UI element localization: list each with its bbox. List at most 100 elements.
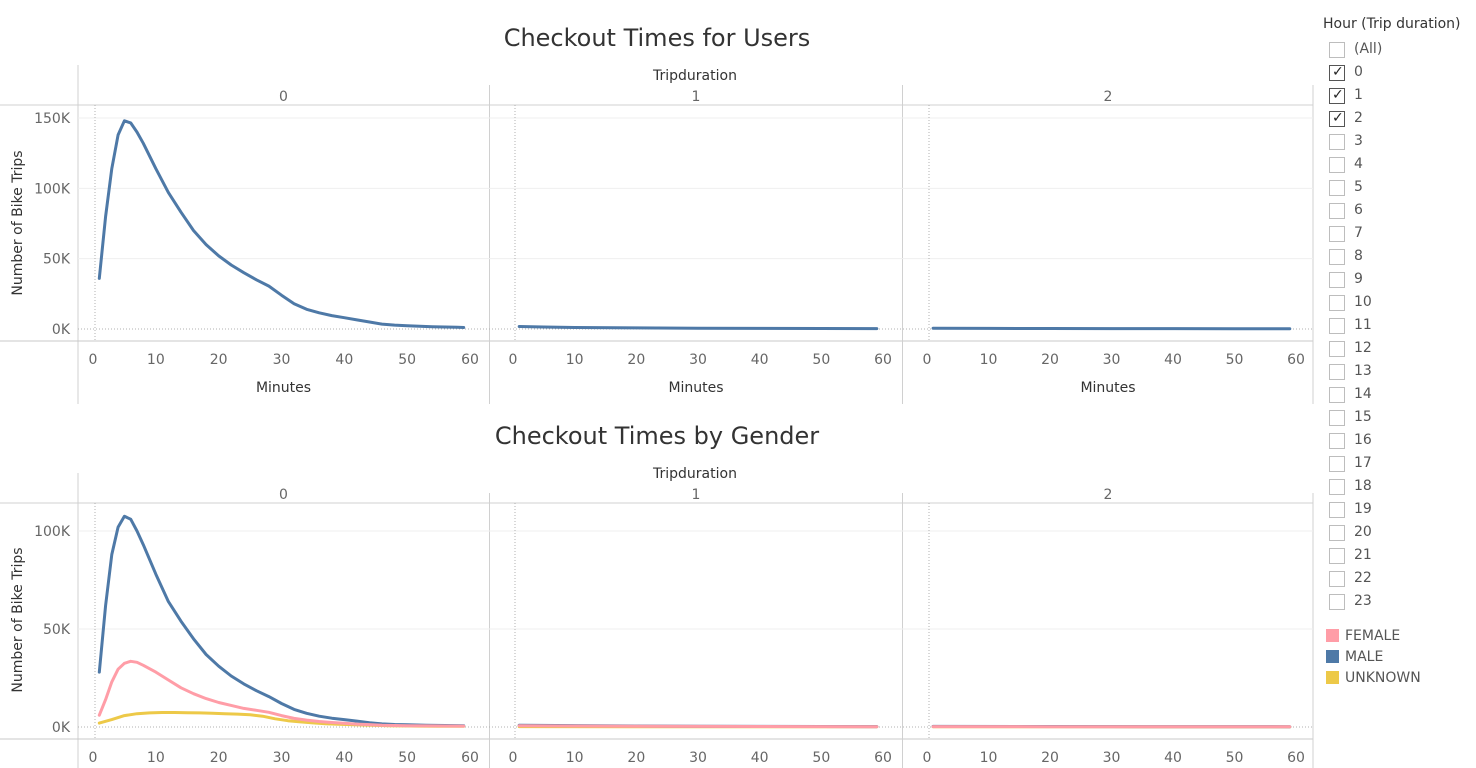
legend-item-male[interactable]: MALE (1326, 649, 1466, 670)
filter-item-label: 11 (1354, 317, 1372, 333)
filter-item-10[interactable]: ✓ 10 (1329, 294, 1469, 317)
checkbox[interactable]: ✓ (1329, 387, 1345, 403)
legend-swatch (1326, 671, 1339, 684)
chart-gender: Checkout Times by Gender Tripduration 0K 50… (0, 422, 1314, 768)
filter-item-23[interactable]: ✓ 23 (1329, 593, 1469, 616)
checkbox[interactable]: ✓ (1329, 134, 1345, 150)
legend-item-unknown[interactable]: UNKNOWN (1326, 670, 1466, 691)
filter-item-19[interactable]: ✓ 19 (1329, 501, 1469, 524)
filter-item-label: 12 (1354, 340, 1372, 356)
x-tick-label: 60 (1287, 352, 1305, 368)
filter-item-0[interactable]: ✓ 0 (1329, 64, 1469, 87)
filter-item-16[interactable]: ✓ 16 (1329, 432, 1469, 455)
x-tick-label: 50 (398, 352, 416, 368)
filter-item-all[interactable]: ✓ (All) (1329, 41, 1469, 64)
x-tick-label: 10 (980, 750, 998, 766)
filter-item-1[interactable]: ✓ 1 (1329, 87, 1469, 110)
x-tick-label: 30 (273, 352, 291, 368)
legend-swatch (1326, 650, 1339, 663)
filter-item-label: 8 (1354, 248, 1363, 264)
facet-value-label: 0 (279, 487, 288, 503)
checkbox[interactable]: ✓ (1329, 87, 1345, 104)
checkbox[interactable]: ✓ (1329, 249, 1345, 265)
filter-item-18[interactable]: ✓ 18 (1329, 478, 1469, 501)
series-line-male-facet-0 (97, 514, 466, 728)
filter-item-21[interactable]: ✓ 21 (1329, 547, 1469, 570)
x-tick-label: 30 (1103, 750, 1121, 766)
filter-item-label: 6 (1354, 202, 1363, 218)
filter-item-14[interactable]: ✓ 14 (1329, 386, 1469, 409)
checkbox[interactable]: ✓ (1329, 272, 1345, 288)
filter-item-label: 7 (1354, 225, 1363, 241)
x-tick-label: 0 (89, 352, 98, 368)
filter-item-3[interactable]: ✓3 (1329, 133, 1469, 156)
checkbox[interactable]: ✓ (1329, 364, 1345, 380)
filter-item-label: 17 (1354, 455, 1372, 471)
checkmark-icon: ✓ (1332, 64, 1344, 80)
x-tick-label: 20 (210, 352, 228, 368)
checkbox[interactable]: ✓ (1329, 110, 1345, 127)
y-tick-label: 0K (52, 322, 71, 338)
facet-value-label: 0 (279, 89, 288, 105)
checkbox[interactable]: ✓ (1329, 180, 1345, 196)
checkbox[interactable]: ✓ (1329, 318, 1345, 334)
filter-item-label: 14 (1354, 386, 1372, 402)
checkbox[interactable]: ✓ (1329, 502, 1345, 518)
x-tick-label: 50 (812, 352, 830, 368)
filter-item-9[interactable]: ✓9 (1329, 271, 1469, 294)
checkbox[interactable]: ✓ (1329, 341, 1345, 357)
x-tick-label: 10 (147, 352, 165, 368)
filter-item-label: 22 (1354, 570, 1372, 586)
filter-item-7[interactable]: ✓7 (1329, 225, 1469, 248)
checkbox[interactable]: ✓ (1329, 410, 1345, 426)
filter-item-17[interactable]: ✓ 17 (1329, 455, 1469, 478)
series-line-trips-facet-1 (517, 325, 879, 331)
checkbox[interactable]: ✓ (1329, 203, 1345, 219)
filter-item-20[interactable]: ✓ 20 (1329, 524, 1469, 547)
x-tick-label: 60 (461, 352, 479, 368)
filter-item-4[interactable]: ✓4 (1329, 156, 1469, 179)
filter-item-label: 16 (1354, 432, 1372, 448)
filter-item-8[interactable]: ✓8 (1329, 248, 1469, 271)
checkbox[interactable]: ✓ (1329, 157, 1345, 173)
series-line-female-facet-0 (97, 659, 466, 728)
x-axis-label: Minutes (668, 380, 723, 396)
y-axis-label: Number of Bike Trips (10, 547, 26, 692)
x-tick-label: 10 (566, 750, 584, 766)
checkbox[interactable]: ✓ (1329, 64, 1345, 81)
legend-item-female[interactable]: FEMALE (1326, 628, 1466, 649)
filter-item-2[interactable]: ✓ 2 (1329, 110, 1469, 133)
chart-title: Checkout Times by Gender (495, 422, 819, 450)
filter-item-11[interactable]: ✓ 11 (1329, 317, 1469, 340)
checkbox[interactable]: ✓ (1329, 295, 1345, 311)
filter-item-22[interactable]: ✓ 22 (1329, 570, 1469, 593)
checkbox[interactable]: ✓ (1329, 42, 1345, 58)
x-tick-label: 40 (751, 750, 769, 766)
filter-item-6[interactable]: ✓6 (1329, 202, 1469, 225)
filter-item-5[interactable]: ✓5 (1329, 179, 1469, 202)
x-tick-label: 0 (923, 750, 932, 766)
filter-item-13[interactable]: ✓ 13 (1329, 363, 1469, 386)
filter-item-15[interactable]: ✓ 15 (1329, 409, 1469, 432)
filter-item-12[interactable]: ✓ 12 (1329, 340, 1469, 363)
x-tick-label: 10 (566, 352, 584, 368)
x-tick-label: 0 (509, 352, 518, 368)
checkbox[interactable]: ✓ (1329, 571, 1345, 587)
filter-item-label: 5 (1354, 179, 1363, 195)
x-axis-label: Minutes (256, 380, 311, 396)
x-tick-label: 30 (273, 750, 291, 766)
x-tick-label: 60 (874, 352, 892, 368)
checkbox[interactable]: ✓ (1329, 594, 1345, 610)
checkbox[interactable]: ✓ (1329, 456, 1345, 472)
filter-item-label: 21 (1354, 547, 1372, 563)
checkbox[interactable]: ✓ (1329, 479, 1345, 495)
checkbox[interactable]: ✓ (1329, 548, 1345, 564)
checkbox[interactable]: ✓ (1329, 525, 1345, 541)
checkmark-icon: ✓ (1332, 87, 1344, 103)
checkbox[interactable]: ✓ (1329, 226, 1345, 242)
checkbox[interactable]: ✓ (1329, 433, 1345, 449)
x-tick-label: 30 (1103, 352, 1121, 368)
